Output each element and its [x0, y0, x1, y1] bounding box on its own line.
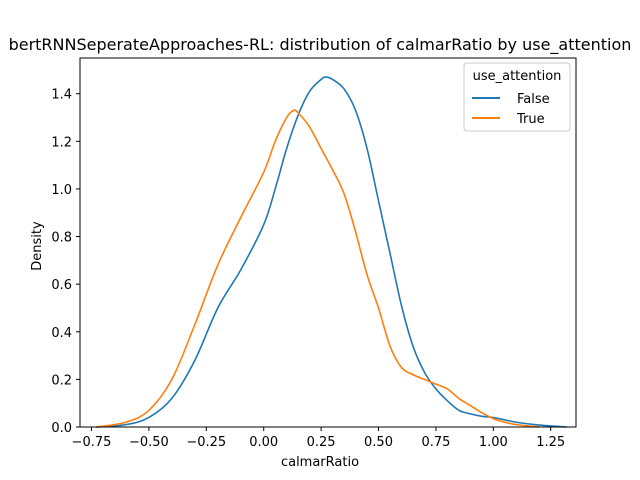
legend-title: use_attention	[473, 69, 562, 84]
legend-label-false: False	[517, 92, 550, 107]
y-tick-label: 1.2	[51, 135, 72, 150]
x-tick-label: 0.00	[249, 435, 278, 450]
legend-label-true: True	[516, 112, 545, 127]
y-axis-ticks: 0.0 0.2 0.4 0.6 0.8 1.0 1.2 1.4	[51, 88, 80, 436]
plot-frame	[79, 57, 577, 428]
legend-box	[463, 62, 571, 132]
y-axis-label: Density	[30, 221, 45, 271]
y-tick-label: 0.4	[51, 326, 72, 341]
y-tick-label: 0.8	[51, 231, 72, 246]
chart-title: bertRNNSeperateApproaches-RL: distributi…	[9, 35, 632, 55]
y-tick-label: 1.4	[51, 88, 72, 103]
x-tick-label: −0.25	[186, 435, 226, 450]
x-tick-label: −0.50	[129, 435, 169, 450]
x-tick-label: 1.00	[479, 435, 508, 450]
y-tick-label: 0.0	[51, 421, 72, 436]
density-line-true	[95, 109, 540, 428]
x-tick-label: 0.75	[421, 435, 450, 450]
y-tick-label: 0.6	[51, 278, 72, 293]
x-tick-label: 0.25	[307, 435, 336, 450]
density-line-false	[96, 76, 567, 428]
plot-lines	[95, 76, 567, 428]
x-tick-label: 0.50	[364, 435, 393, 450]
x-axis-label: calmarRatio	[281, 455, 359, 470]
y-tick-label: 1.0	[51, 183, 72, 198]
legend: use_attention False True	[463, 62, 571, 132]
x-tick-label: −0.75	[72, 435, 112, 450]
y-tick-label: 0.2	[51, 373, 72, 388]
x-tick-label: 1.25	[536, 435, 565, 450]
x-axis-ticks: −0.75 −0.50 −0.25 0.00 0.25 0.50 0.75 1.00 1.25	[72, 427, 565, 450]
